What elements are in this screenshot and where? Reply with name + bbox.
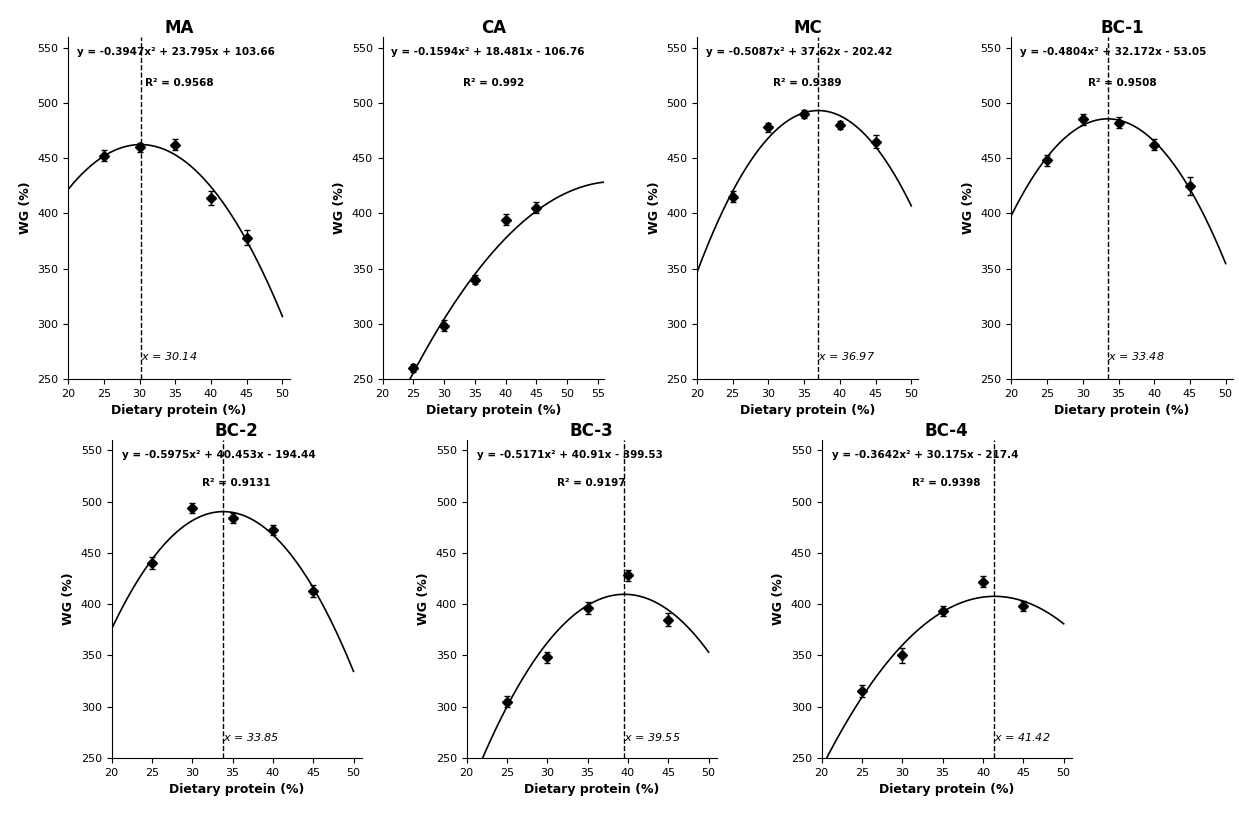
- Text: y = -0.3642x² + 30.175x - 217.4: y = -0.3642x² + 30.175x - 217.4: [831, 450, 1018, 460]
- Title: BC-3: BC-3: [570, 422, 613, 440]
- Title: BC-2: BC-2: [214, 422, 259, 440]
- Text: y = -0.5975x² + 40.453x - 194.44: y = -0.5975x² + 40.453x - 194.44: [121, 450, 315, 460]
- Title: MC: MC: [793, 19, 821, 37]
- Text: y = -0.5171x² + 40.91x - 399.53: y = -0.5171x² + 40.91x - 399.53: [477, 450, 663, 460]
- Text: R² = 0.992: R² = 0.992: [462, 77, 524, 88]
- Title: MA: MA: [164, 19, 193, 37]
- Y-axis label: WG (%): WG (%): [62, 573, 76, 625]
- X-axis label: Dietary protein (%): Dietary protein (%): [169, 783, 305, 796]
- X-axis label: Dietary protein (%): Dietary protein (%): [878, 783, 1015, 796]
- Text: R² = 0.9508: R² = 0.9508: [1088, 77, 1156, 88]
- Text: R² = 0.9131: R² = 0.9131: [202, 478, 271, 488]
- Y-axis label: WG (%): WG (%): [19, 182, 32, 234]
- Text: $x$ = 41.42: $x$ = 41.42: [995, 730, 1051, 742]
- Y-axis label: WG (%): WG (%): [648, 182, 660, 234]
- X-axis label: Dietary protein (%): Dietary protein (%): [112, 404, 247, 417]
- Title: CA: CA: [481, 19, 506, 37]
- Text: y = -0.5087x² + 37.62x - 202.42: y = -0.5087x² + 37.62x - 202.42: [706, 47, 892, 57]
- Y-axis label: WG (%): WG (%): [961, 182, 975, 234]
- Text: y = -0.1594x² + 18.481x - 106.76: y = -0.1594x² + 18.481x - 106.76: [392, 47, 585, 57]
- X-axis label: Dietary protein (%): Dietary protein (%): [740, 404, 876, 417]
- Title: BC-1: BC-1: [1100, 19, 1144, 37]
- Title: BC-4: BC-4: [924, 422, 969, 440]
- Text: R² = 0.9389: R² = 0.9389: [773, 77, 843, 88]
- X-axis label: Dietary protein (%): Dietary protein (%): [1054, 404, 1189, 417]
- Text: $x$ = 33.48: $x$ = 33.48: [1108, 350, 1165, 363]
- Y-axis label: WG (%): WG (%): [772, 573, 786, 625]
- Text: $x$ = 33.85: $x$ = 33.85: [223, 730, 280, 742]
- Text: R² = 0.9568: R² = 0.9568: [145, 77, 213, 88]
- Y-axis label: WG (%): WG (%): [333, 182, 346, 234]
- Text: $x$ = 30.14: $x$ = 30.14: [140, 350, 197, 363]
- Text: y = -0.3947x² + 23.795x + 103.66: y = -0.3947x² + 23.795x + 103.66: [77, 47, 275, 57]
- Text: $x$ = 39.55: $x$ = 39.55: [624, 730, 680, 742]
- Text: $x$ = 36.97: $x$ = 36.97: [818, 350, 875, 363]
- Text: y = -0.4804x² + 32.172x - 53.05: y = -0.4804x² + 32.172x - 53.05: [1020, 47, 1207, 57]
- Text: R² = 0.9398: R² = 0.9398: [912, 478, 981, 488]
- X-axis label: Dietary protein (%): Dietary protein (%): [524, 783, 659, 796]
- X-axis label: Dietary protein (%): Dietary protein (%): [425, 404, 561, 417]
- Y-axis label: WG (%): WG (%): [418, 573, 430, 625]
- Text: R² = 0.9197: R² = 0.9197: [558, 478, 626, 488]
